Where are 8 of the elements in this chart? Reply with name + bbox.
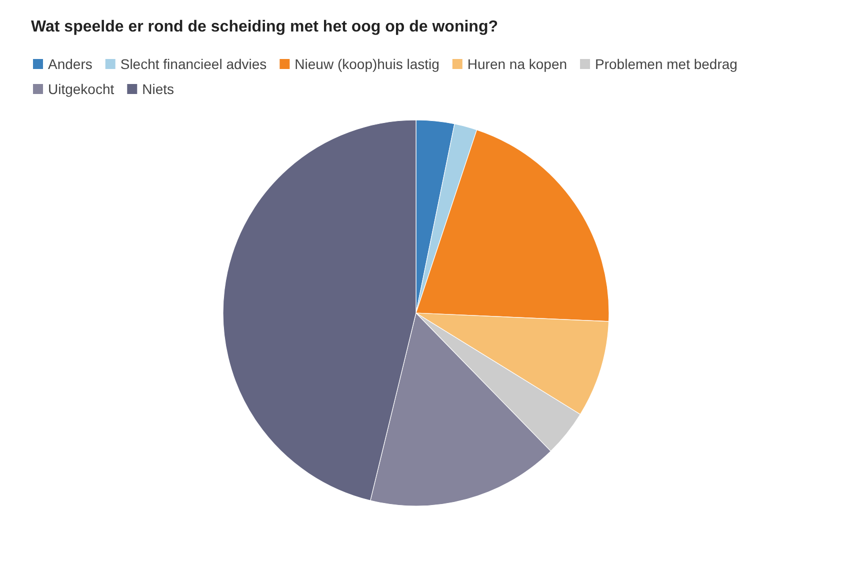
legend-label: Huren na kopen (467, 56, 568, 72)
legend-label: Slecht financieel advies (120, 56, 267, 72)
legend-label: Uitgekocht (48, 81, 114, 97)
legend-label: Problemen met bedrag (595, 56, 738, 72)
legend-label: Anders (48, 56, 92, 72)
chart-title: Wat speelde er rond de scheiding met het oog op de woning? (31, 18, 498, 36)
legend-label: Nieuw (koop)huis lastig (294, 56, 440, 72)
legend-label: Niets (142, 81, 174, 97)
